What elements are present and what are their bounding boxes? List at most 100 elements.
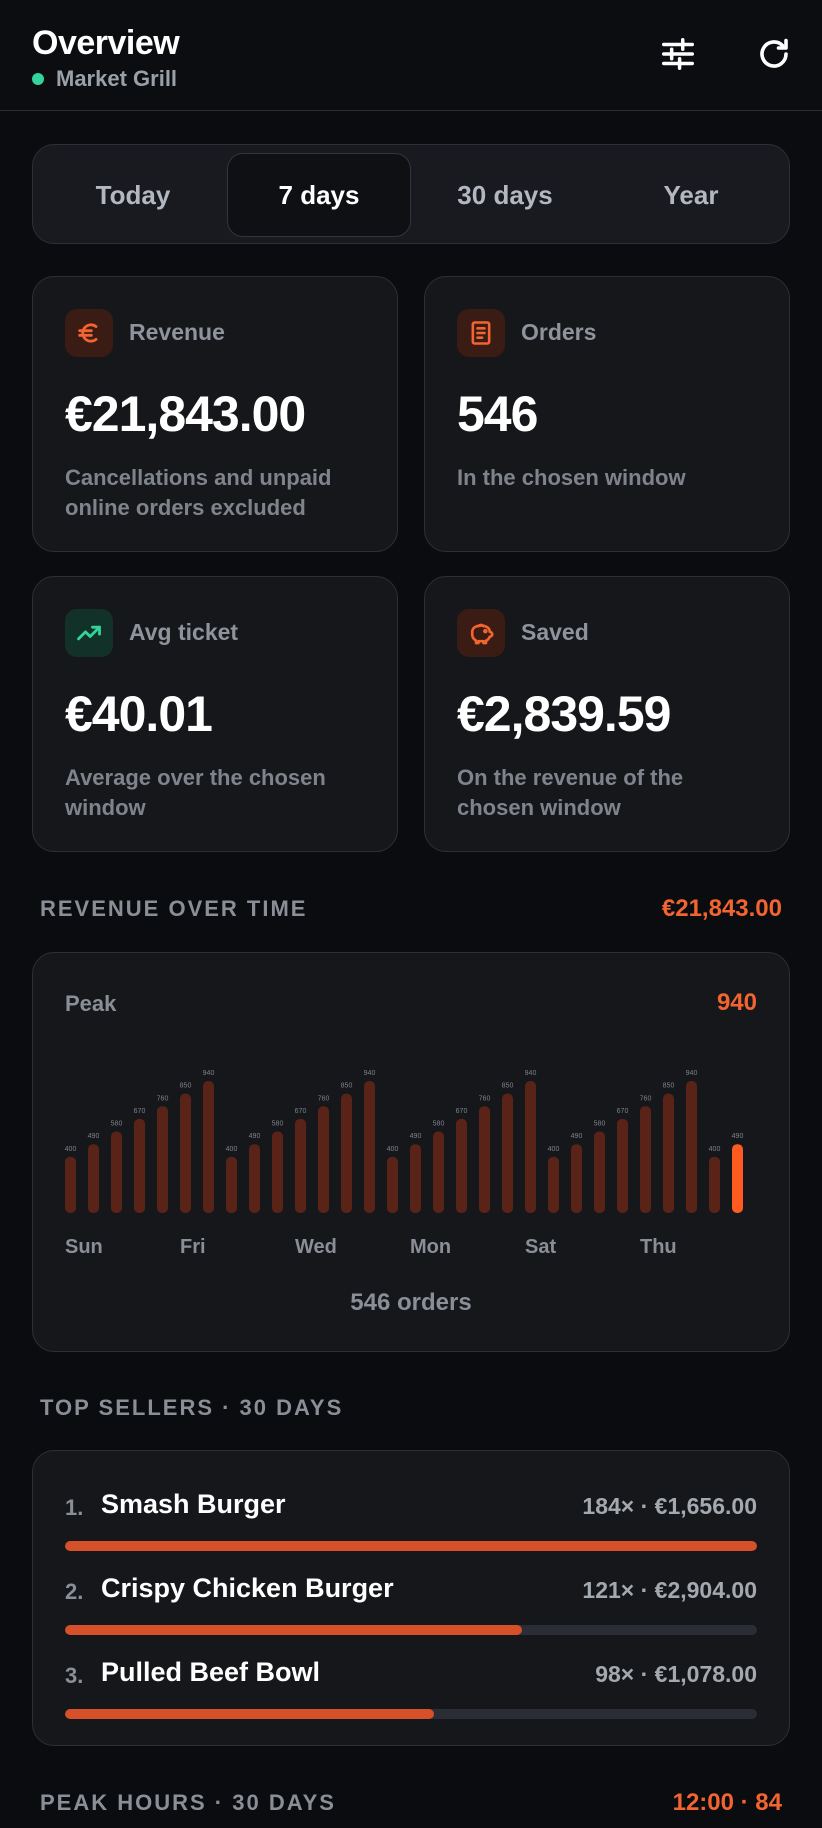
chart-data-label: 580	[433, 1121, 445, 1128]
chart-bar	[387, 1156, 398, 1213]
piggy-bank-icon	[457, 609, 505, 657]
tab-7-days[interactable]: 7 days	[227, 153, 411, 237]
tab-today[interactable]: Today	[95, 179, 171, 210]
chart-bar	[226, 1156, 237, 1213]
card-label: Avg ticket	[129, 619, 239, 645]
seller-share-bar	[65, 1625, 757, 1635]
saved-card: Saved €2,839.59 On the revenue of the ch…	[424, 576, 790, 852]
revenue-section-heading: REVENUE OVER TIME	[40, 896, 308, 921]
chart-data-label: 400	[65, 1146, 77, 1153]
card-description: In the chosen window	[457, 465, 686, 490]
chart-bar	[433, 1131, 444, 1213]
chart-bar	[732, 1144, 743, 1213]
seller-share-fill	[65, 1709, 434, 1719]
chart-bar	[663, 1093, 674, 1213]
chart-bar	[410, 1144, 421, 1213]
chart-bar	[203, 1081, 214, 1213]
peak-label: Peak	[65, 991, 117, 1016]
card-value: €40.01	[65, 686, 213, 742]
chart-bar	[617, 1118, 628, 1213]
seller-stats: 98× · €1,078.00	[595, 1661, 757, 1687]
chart-bar	[318, 1106, 329, 1213]
seller-share-bar	[65, 1541, 757, 1551]
chart-data-label: 490	[249, 1133, 261, 1140]
chart-bar	[341, 1093, 352, 1213]
peak-hours-value: 12:00 · 84	[672, 1789, 782, 1816]
chart-data-label: 400	[226, 1146, 238, 1153]
top-sellers-card: 1. Smash Burger 184× · €1,656.00 2. Cris…	[32, 1450, 790, 1746]
location-name: Market Grill	[56, 66, 178, 91]
chart-data-label: 940	[525, 1070, 537, 1077]
chart-x-tick-label: Thu	[640, 1236, 677, 1258]
chart-data-label: 760	[157, 1095, 169, 1102]
chart-data-label: 400	[387, 1146, 399, 1153]
revenue-bar-chart: 400 490 580 670 760 850 940 400 490 580 670 760 850 9…	[65, 1070, 744, 1258]
seller-share-bar	[65, 1709, 757, 1719]
card-value: 546	[457, 386, 538, 442]
status-dot	[32, 73, 44, 85]
refresh-button[interactable]	[752, 32, 796, 76]
revenue-section-total: €21,843.00	[661, 895, 782, 922]
chart-data-label: 760	[318, 1095, 330, 1102]
chart-data-label: 760	[479, 1095, 491, 1102]
orders-card: Orders 546 In the chosen window	[424, 276, 790, 552]
chart-bar	[157, 1106, 168, 1213]
chart-data-label: 940	[686, 1070, 698, 1077]
euro-icon	[65, 309, 113, 357]
chart-data-label: 670	[134, 1108, 146, 1115]
seller-rank: 1.	[65, 1495, 84, 1520]
chart-bar	[686, 1081, 697, 1213]
chart-x-tick-label: Fri	[180, 1236, 206, 1258]
chart-bar	[134, 1118, 145, 1213]
chart-bar	[709, 1156, 720, 1213]
chart-bar	[594, 1131, 605, 1213]
chart-data-label: 670	[456, 1108, 468, 1115]
tab-year[interactable]: Year	[663, 179, 719, 210]
seller-rank: 3.	[65, 1663, 84, 1688]
revenue-chart-card: Peak 940 400 490 580 670 760 850 940 400 490 580 6…	[32, 952, 790, 1352]
chart-bar	[548, 1156, 559, 1213]
trending-up-icon	[65, 609, 113, 657]
chart-bar	[249, 1144, 260, 1213]
chart-data-label: 850	[180, 1083, 192, 1090]
chart-data-label: 580	[111, 1121, 123, 1128]
card-description: Cancellations and unpaid online orders e…	[65, 465, 332, 520]
tab-30-days[interactable]: 30 days	[457, 179, 553, 210]
chart-bar	[502, 1093, 513, 1213]
chart-data-label: 850	[663, 1083, 675, 1090]
chart-bar	[364, 1081, 375, 1213]
chart-x-tick-label: Mon	[410, 1236, 451, 1258]
seller-stats: 184× · €1,656.00	[582, 1493, 757, 1519]
card-label: Saved	[521, 619, 589, 645]
chart-data-label: 490	[410, 1133, 422, 1140]
seller-rank: 2.	[65, 1579, 84, 1604]
chart-bar	[65, 1156, 76, 1213]
chart-bar	[111, 1131, 122, 1213]
seller-share-fill	[65, 1625, 522, 1635]
peak-hours-heading: PEAK HOURS · 30 DAYS	[40, 1790, 336, 1815]
chart-data-label: 580	[594, 1121, 606, 1128]
chart-data-label: 400	[548, 1146, 560, 1153]
filter-button[interactable]	[656, 32, 700, 76]
chart-data-label: 490	[571, 1133, 583, 1140]
app-header: Overview Market Grill	[0, 0, 822, 111]
chart-data-label: 400	[709, 1146, 721, 1153]
seller-name: Pulled Beef Bowl	[101, 1657, 321, 1687]
card-description: On the revenue of the chosen window	[457, 765, 684, 820]
seller-name: Crispy Chicken Burger	[101, 1573, 394, 1603]
chart-data-label: 850	[341, 1083, 353, 1090]
refresh-icon	[760, 38, 788, 68]
chart-x-tick-label: Sat	[525, 1236, 556, 1258]
card-description: Average over the chosen window	[65, 765, 326, 820]
seller-share-fill	[65, 1541, 757, 1551]
chart-footer: 546 orders	[350, 1289, 472, 1316]
chart-bar	[88, 1144, 99, 1213]
chart-bar	[640, 1106, 651, 1213]
chart-bar	[180, 1093, 191, 1213]
chart-data-label: 940	[364, 1070, 376, 1077]
page-title: Overview	[32, 24, 180, 62]
card-label: Orders	[521, 319, 597, 345]
chart-data-label: 670	[295, 1108, 307, 1115]
chart-data-label: 490	[732, 1133, 744, 1140]
top-sellers-heading: TOP SELLERS · 30 DAYS	[40, 1395, 344, 1420]
